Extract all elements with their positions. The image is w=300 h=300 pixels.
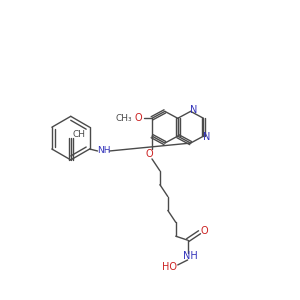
Text: N: N bbox=[203, 132, 210, 142]
Text: N: N bbox=[190, 105, 197, 116]
Text: O: O bbox=[145, 149, 153, 159]
Text: NH: NH bbox=[183, 251, 198, 261]
Text: CH₃: CH₃ bbox=[116, 114, 133, 123]
Text: O: O bbox=[201, 226, 208, 236]
Text: NH: NH bbox=[97, 146, 110, 155]
Text: CH: CH bbox=[72, 130, 85, 139]
Text: O: O bbox=[134, 113, 142, 123]
Text: HO: HO bbox=[162, 262, 177, 272]
